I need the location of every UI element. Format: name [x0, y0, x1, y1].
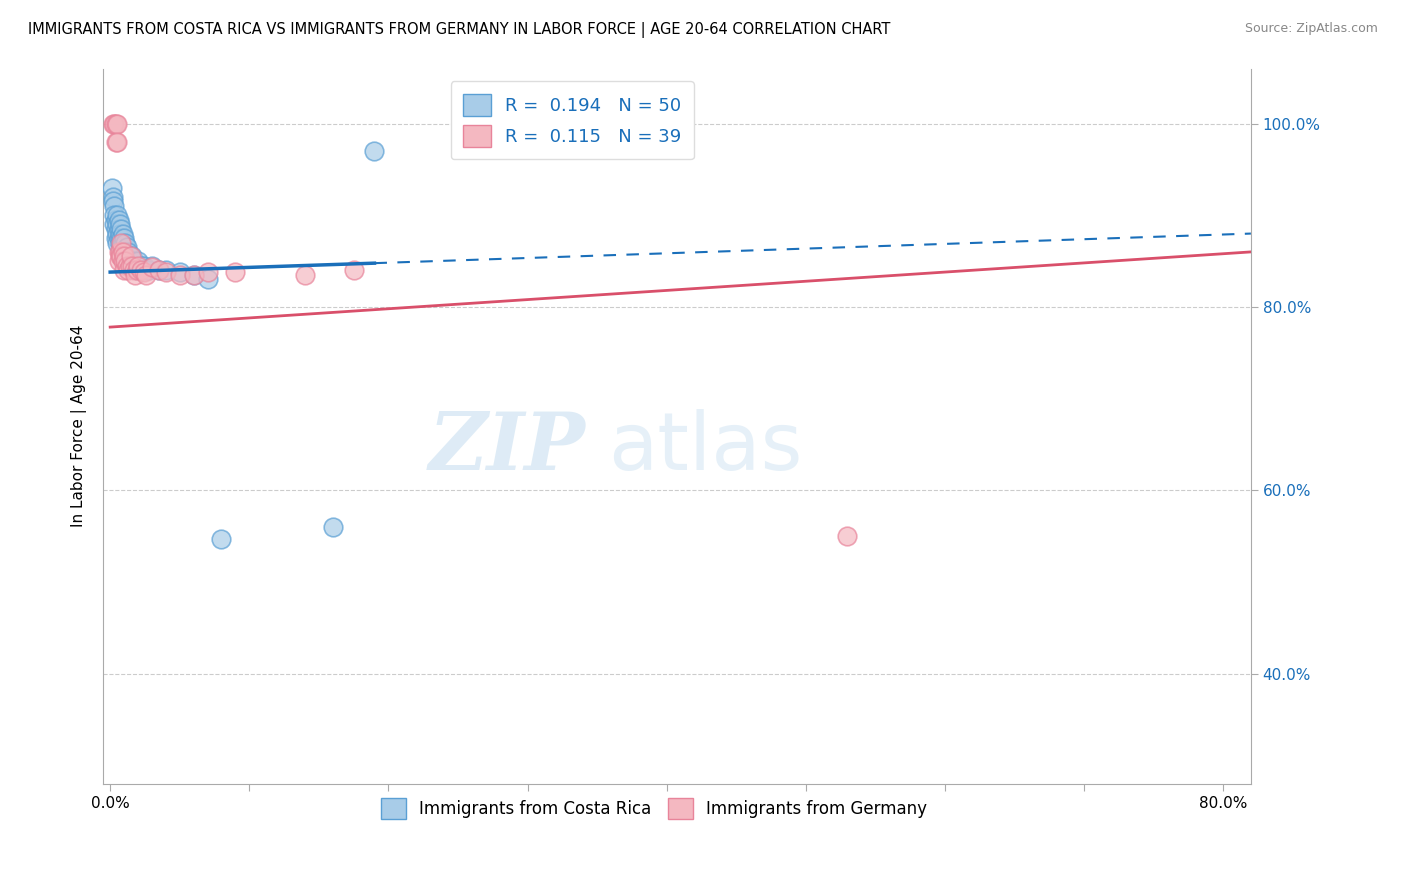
- Point: [343, 263, 366, 277]
- Point: [111, 244, 134, 259]
- Point: [110, 231, 132, 245]
- Point: [104, 231, 127, 245]
- Point: [135, 268, 157, 282]
- Point: [224, 265, 246, 279]
- Point: [104, 212, 127, 227]
- Text: atlas: atlas: [609, 409, 803, 486]
- Point: [117, 263, 139, 277]
- Point: [105, 135, 128, 149]
- Point: [101, 190, 124, 204]
- Point: [112, 250, 135, 264]
- Point: [111, 235, 134, 250]
- Point: [129, 263, 152, 277]
- Point: [837, 529, 859, 543]
- Point: [294, 268, 316, 282]
- Point: [211, 532, 233, 546]
- Point: [110, 250, 132, 264]
- Point: [148, 263, 170, 277]
- Point: [132, 259, 155, 273]
- Point: [108, 250, 131, 264]
- Point: [114, 235, 136, 250]
- Point: [127, 254, 149, 268]
- Point: [110, 222, 132, 236]
- Point: [132, 265, 155, 279]
- Point: [104, 222, 127, 236]
- Point: [110, 240, 132, 254]
- Point: [183, 268, 205, 282]
- Point: [108, 235, 131, 250]
- Point: [110, 235, 132, 250]
- Point: [112, 250, 135, 264]
- Point: [104, 135, 127, 149]
- Point: [363, 144, 385, 158]
- Point: [107, 212, 129, 227]
- Point: [108, 227, 131, 241]
- Point: [101, 116, 124, 130]
- Point: [120, 254, 142, 268]
- Point: [105, 227, 128, 241]
- Point: [108, 244, 131, 259]
- Point: [112, 231, 135, 245]
- Point: [115, 240, 138, 254]
- Point: [124, 259, 146, 273]
- Point: [169, 265, 191, 279]
- Point: [103, 208, 125, 222]
- Point: [107, 231, 129, 245]
- Point: [103, 116, 125, 130]
- Point: [148, 263, 170, 277]
- Point: [155, 265, 177, 279]
- Point: [104, 116, 127, 130]
- Y-axis label: In Labor Force | Age 20-64: In Labor Force | Age 20-64: [72, 325, 87, 527]
- Point: [122, 254, 145, 268]
- Point: [141, 260, 163, 275]
- Point: [125, 263, 148, 277]
- Point: [114, 244, 136, 259]
- Point: [120, 250, 142, 264]
- Point: [107, 254, 129, 268]
- Point: [103, 199, 125, 213]
- Point: [105, 235, 128, 250]
- Point: [107, 222, 129, 236]
- Point: [112, 263, 135, 277]
- Point: [114, 254, 136, 268]
- Point: [141, 259, 163, 273]
- Point: [127, 259, 149, 273]
- Text: ZIP: ZIP: [429, 409, 585, 486]
- Text: Source: ZipAtlas.com: Source: ZipAtlas.com: [1244, 22, 1378, 36]
- Point: [183, 268, 205, 282]
- Point: [108, 218, 131, 232]
- Point: [169, 268, 191, 282]
- Point: [105, 116, 128, 130]
- Point: [121, 250, 143, 264]
- Point: [100, 180, 122, 194]
- Point: [197, 265, 219, 279]
- Point: [105, 208, 128, 222]
- Point: [115, 259, 138, 273]
- Point: [101, 194, 124, 209]
- Point: [197, 272, 219, 286]
- Point: [155, 263, 177, 277]
- Point: [107, 244, 129, 259]
- Point: [138, 263, 160, 277]
- Point: [135, 263, 157, 277]
- Point: [117, 244, 139, 259]
- Point: [103, 218, 125, 232]
- Point: [322, 520, 344, 534]
- Point: [122, 263, 145, 277]
- Point: [111, 227, 134, 241]
- Point: [121, 259, 143, 273]
- Point: [129, 259, 152, 273]
- Legend: Immigrants from Costa Rica, Immigrants from Germany: Immigrants from Costa Rica, Immigrants f…: [374, 792, 934, 825]
- Text: IMMIGRANTS FROM COSTA RICA VS IMMIGRANTS FROM GERMANY IN LABOR FORCE | AGE 20-64: IMMIGRANTS FROM COSTA RICA VS IMMIGRANTS…: [28, 22, 890, 38]
- Point: [125, 263, 148, 277]
- Point: [124, 268, 146, 282]
- Point: [118, 250, 141, 264]
- Point: [118, 259, 141, 273]
- Point: [105, 218, 128, 232]
- Point: [111, 254, 134, 268]
